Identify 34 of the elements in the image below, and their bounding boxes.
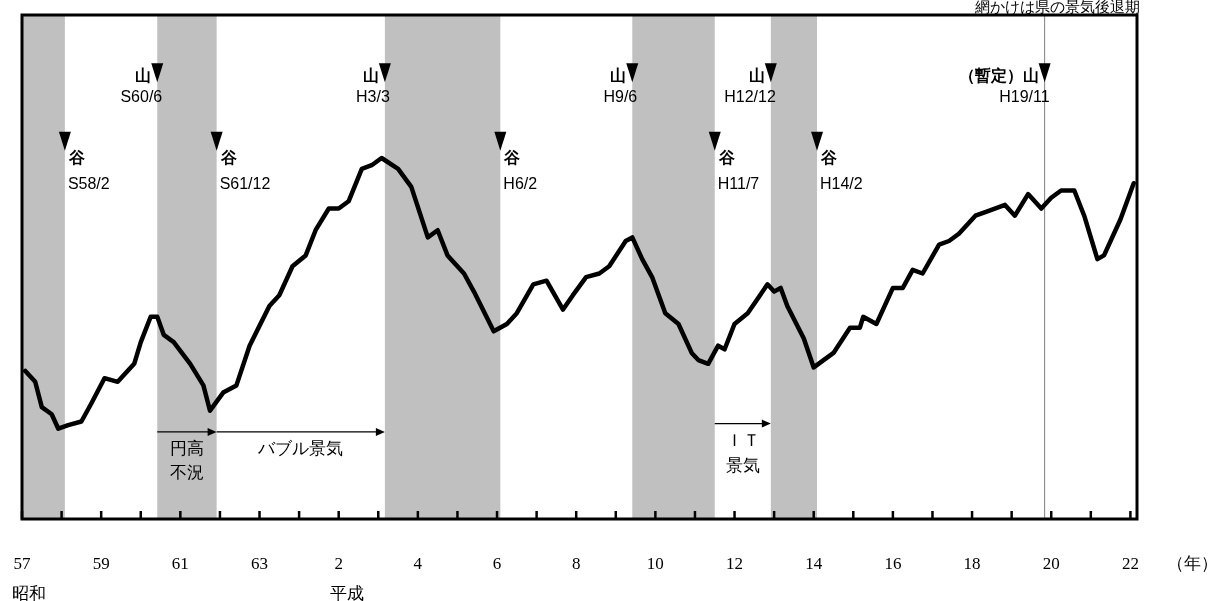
x-axis-title: （年） <box>1166 554 1218 573</box>
x-tick-label: 10 <box>646 554 664 573</box>
text: 網かけは県の景気後退期 <box>974 0 1140 15</box>
x-tick-label: 12 <box>726 554 744 573</box>
annotation: 山 H12/12 <box>724 67 776 106</box>
annotation: 谷 H6/2 <box>503 148 538 192</box>
text: 昭和 <box>12 584 46 601</box>
annotation: バブル景気 <box>257 438 344 458</box>
x-tick-label: 59 <box>92 554 110 573</box>
x-tick-label: 61 <box>171 554 189 573</box>
x-tick-label: 4 <box>413 554 423 573</box>
x-tick-label: 18 <box>963 554 981 573</box>
text: 平成 <box>330 584 364 601</box>
x-tick-label: 22 <box>1121 554 1139 573</box>
annotation: 山 H9/6 <box>603 67 638 106</box>
x-tick-label: 63 <box>251 554 269 573</box>
x-tick-label: 57 <box>13 554 31 573</box>
annotation: 景気 <box>725 455 760 475</box>
x-tick-label: 8 <box>571 554 581 573</box>
annotation: 谷 S61/12 <box>219 148 271 192</box>
annotation: 谷 H14/2 <box>820 148 863 192</box>
x-tick-label: 16 <box>884 554 902 573</box>
x-tick-label: 2 <box>334 554 343 573</box>
annotation: 谷 H11/7 <box>717 148 760 192</box>
annotation: 山 S60/6 <box>120 67 163 106</box>
x-tick-label: 20 <box>1042 554 1060 573</box>
annotation: 谷 S58/2 <box>67 148 110 192</box>
annotation: 円高 <box>169 438 204 458</box>
x-tick-label: 14 <box>805 554 823 573</box>
annotation: 不況 <box>169 463 204 483</box>
x-tick-label: 6 <box>492 554 502 573</box>
annotation: ＩＴ <box>725 430 760 450</box>
annotation: 山 H3/3 <box>356 67 390 106</box>
annotation: （暫定）山 H19/11 <box>958 67 1050 106</box>
